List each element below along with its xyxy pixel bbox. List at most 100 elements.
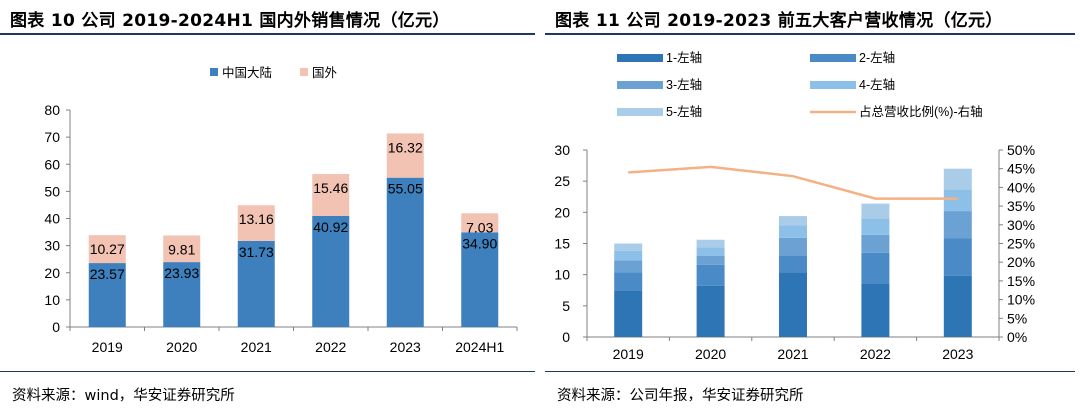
x-tick-label: 2020 <box>695 346 726 362</box>
y2-tick-label: 25% <box>1007 236 1035 252</box>
bar-customer-5 <box>779 216 807 226</box>
source-note: 资料来源：wind，华安证券研究所 <box>12 388 235 404</box>
source-rule <box>545 371 1075 372</box>
bar-mainland <box>163 262 201 327</box>
bar-overseas <box>88 235 126 264</box>
bar-customer-4 <box>779 225 807 238</box>
y-tick-label: 30 <box>554 142 570 158</box>
bar-customer-1 <box>861 283 890 337</box>
x-tick-label: 2019 <box>92 339 123 355</box>
legend-swatch <box>617 54 663 62</box>
bar-customer-3 <box>696 255 725 265</box>
y-tick-label: 10 <box>554 267 570 283</box>
bar-customer-4 <box>861 218 890 235</box>
bar-overseas <box>386 133 424 178</box>
bar-overseas <box>163 235 201 263</box>
legend-label: 中国大陆 <box>222 65 272 80</box>
y-tick-label: 0 <box>52 319 60 335</box>
legend-label: 5-左轴 <box>666 104 702 119</box>
y2-tick-label: 15% <box>1007 273 1035 289</box>
bar-mainland <box>88 263 126 327</box>
y2-tick-label: 30% <box>1007 217 1035 233</box>
y2-tick-label: 40% <box>1007 179 1035 195</box>
y2-tick-label: 10% <box>1007 292 1035 308</box>
legend-label: 2-左轴 <box>859 50 895 65</box>
bar-customer-4 <box>943 189 972 212</box>
data-label: 40.92 <box>313 219 348 235</box>
bar-customer-1 <box>614 290 643 337</box>
x-tick-label: 2020 <box>166 339 197 355</box>
legend-label: 国外 <box>312 66 338 80</box>
y2-tick-label: 50% <box>1007 142 1035 158</box>
chart-panel-right: 图表 11 公司 2019-2023 前五大客户营收情况（亿元） 0 5 10 15 2… <box>545 0 1080 411</box>
x-tick-label: 2022 <box>315 339 346 355</box>
bar-customer-1 <box>943 275 972 337</box>
y2-tick-label: 0% <box>1007 329 1027 345</box>
y2-tick-label: 45% <box>1007 161 1035 177</box>
bar-customer-3 <box>943 211 972 239</box>
bar-customer-5 <box>861 203 890 219</box>
y-tick-label: 80 <box>44 102 60 118</box>
y-tick-label: 30 <box>44 238 60 254</box>
legend-label: 3-左轴 <box>666 77 702 92</box>
bar-customer-2 <box>779 255 807 273</box>
data-label: 9.81 <box>168 241 195 257</box>
data-label: 23.93 <box>164 265 199 281</box>
legend-label: 1-左轴 <box>666 50 702 65</box>
data-label: 55.05 <box>388 181 423 197</box>
data-label: 16.32 <box>388 139 423 155</box>
y-tick-label: 50 <box>44 183 60 199</box>
data-label: 13.16 <box>239 211 274 227</box>
y-tick-label: 20 <box>44 265 60 281</box>
bar-customer-4 <box>614 250 643 261</box>
y-tick-label: 0 <box>562 329 570 345</box>
y2-tick-label: 20% <box>1007 254 1035 270</box>
bar-mainland <box>461 232 499 327</box>
sales-chart: 0 10 20 30 40 50 60 70 80 23.57 10.27 2019 23.93 9.81… <box>44 65 518 355</box>
data-label: 15.46 <box>313 180 348 196</box>
bar-customer-2 <box>861 252 890 284</box>
source-rule <box>0 371 535 372</box>
x-tick-label: 2022 <box>860 346 891 362</box>
bar-customer-5 <box>696 239 725 248</box>
x-tick-label: 2023 <box>390 339 421 355</box>
bar-customer-1 <box>779 272 807 337</box>
y-tick-label: 25 <box>554 173 570 189</box>
x-tick-label: 2023 <box>942 346 973 362</box>
data-label: 34.90 <box>462 235 497 251</box>
legend-swatch <box>617 81 663 89</box>
x-tick-label: 2019 <box>613 346 644 362</box>
chart-title: 图表 10 公司 2019-2024H1 国内外销售情况（亿元） <box>10 11 450 31</box>
y-tick-label: 70 <box>44 129 60 145</box>
y-tick-label: 15 <box>554 236 570 252</box>
chart-panel-left: 图表 10 公司 2019-2024H1 国内外销售情况（亿元） 0 10 20 30… <box>0 11 535 404</box>
bar-customer-5 <box>614 243 643 251</box>
data-label: 7.03 <box>466 219 493 235</box>
title-rule <box>0 33 535 35</box>
source-note: 资料来源：公司年报，华安证券研究所 <box>557 388 804 404</box>
bar-customer-2 <box>614 272 643 291</box>
bar-customer-1 <box>696 285 725 337</box>
revenue-share-line <box>628 165 958 200</box>
legend-swatch <box>810 54 856 62</box>
bar-customer-3 <box>779 237 807 256</box>
bar-customer-3 <box>614 260 643 273</box>
legend-swatch <box>300 68 308 76</box>
x-tick-label: 2021 <box>777 346 808 362</box>
legend-label: 占总营收比例(%)-右轴 <box>859 104 983 119</box>
bar-customer-4 <box>696 247 725 256</box>
data-label: 23.57 <box>90 266 125 282</box>
y-tick-label: 40 <box>44 211 60 227</box>
y2-tick-label: 5% <box>1007 310 1027 326</box>
legend-label: 4-左轴 <box>859 77 895 92</box>
y-tick-label: 20 <box>554 204 570 220</box>
bar-mainland <box>312 216 350 327</box>
bar-customer-3 <box>861 234 890 253</box>
bar-customer-5 <box>943 168 972 190</box>
bar-mainland <box>386 177 424 327</box>
legend-swatch <box>810 81 856 89</box>
legend-swatch <box>617 108 663 116</box>
customers-chart: 0 5 10 15 20 25 30 0% 5% 10% 15% 20% 25% 30% 35% 40% 45%… <box>554 50 1035 362</box>
bar-mainland <box>237 240 275 327</box>
bar-overseas <box>461 213 499 233</box>
